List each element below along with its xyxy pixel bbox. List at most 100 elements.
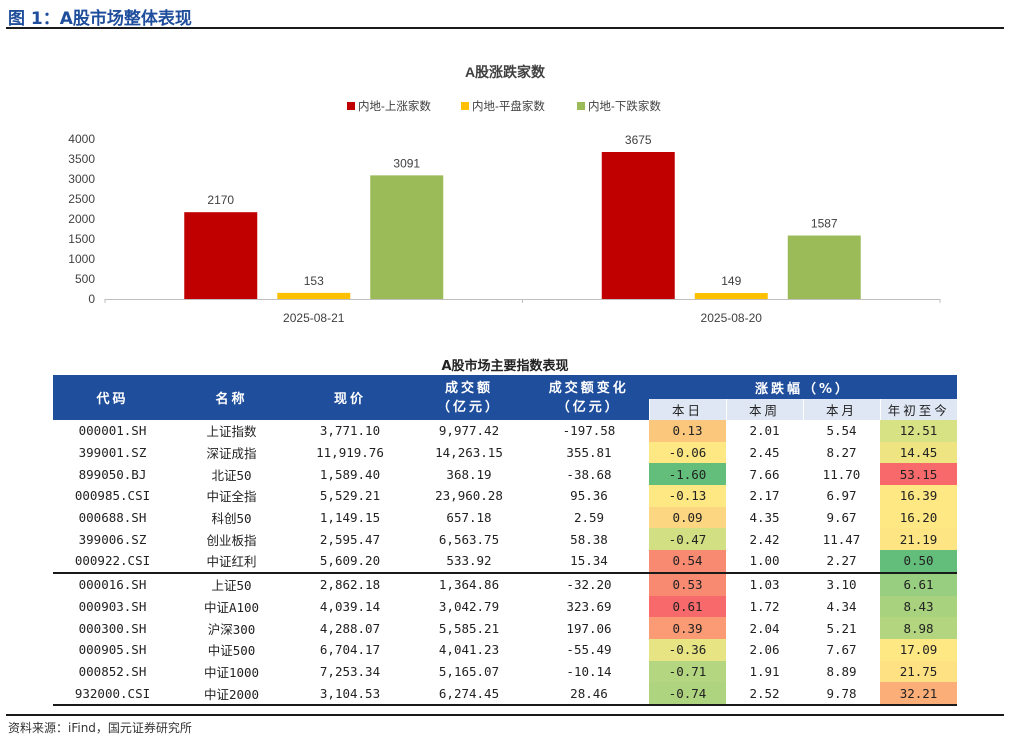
cell-turnover: 657.18 [446, 510, 492, 526]
cell-week: 1.91 [749, 663, 780, 679]
cell-name: 中证1000 [203, 664, 260, 680]
cell-name: 深证成指 [206, 446, 257, 462]
cell-week: 1.03 [726, 571, 803, 596]
cell-turnover: 4,041.23 [438, 642, 500, 658]
cell-day: -1.60 [649, 463, 726, 486]
index-table: 代码 名称 现价 成交额 （亿元） 成交额变化 （亿元） 涨跌幅（%） 本日 本… [53, 375, 958, 706]
cell-turnover: 3,042.79 [438, 598, 500, 614]
figure-title: 图 1：A股市场整体表现 [8, 9, 192, 29]
cell-price: 5,529.21 [319, 488, 381, 504]
cell-code: 932000.CSI [53, 682, 172, 706]
cell-week: 2.04 [749, 620, 780, 636]
cell-turnover: 23,960.28 [435, 488, 503, 504]
cell-code: 000852.SH [78, 663, 147, 679]
cell-name: 中证2000 [172, 682, 291, 706]
table-row: 000922.CSI 中证红利 5,609.20 533.92 15.34 0.54 1.0… [53, 550, 958, 573]
cell-ytd: 17.09 [880, 638, 958, 661]
cell-price: 5,609.20 [319, 553, 381, 569]
cell-day: -0.74 [649, 682, 726, 706]
y-tick-label: 3000 [68, 172, 95, 186]
table-row: 000903.SH 中证A100 4,039.14 3,042.79 323.69 0.6… [53, 595, 958, 618]
cell-name: 中证500 [207, 643, 256, 659]
bar [184, 212, 258, 299]
header-day: 本日 [648, 399, 726, 420]
header-week: 本周 [725, 399, 803, 420]
cell-month: 9.78 [803, 682, 880, 706]
bar [601, 152, 675, 299]
table-row: 899050.BJ 北证50 1,589.40 368.19 -38.68 -1.60 7.… [53, 463, 958, 486]
legend-label: 内地-上涨家数 [358, 99, 431, 113]
cell-price: 2,595.47 [319, 531, 381, 547]
data-label: 2170 [207, 193, 234, 207]
table-row: 000300.SH 沪深300 4,288.07 5,585.21 197.06 0.39… [53, 617, 958, 639]
cell-day: -0.47 [649, 528, 726, 551]
cell-turnover: 6,274.45 [409, 682, 529, 706]
header-turnover: 成交额 （亿元） [409, 375, 529, 420]
cell-day: 0.39 [649, 617, 726, 639]
table-title: A股市场主要指数表现 [441, 359, 569, 374]
cell-price: 1,589.40 [319, 466, 381, 482]
data-label: 3675 [625, 133, 652, 147]
table-row: 399001.SZ 深证成指 11,919.76 14,263.15 355.81 -0.… [53, 441, 958, 464]
cell-month: 4.34 [826, 598, 857, 614]
cell-turnover: 533.92 [446, 553, 492, 569]
cell-month: 8.27 [826, 445, 857, 461]
table-row: 000016.SH 上证50 2,862.18 1,364.86 -32.20 0.53 1… [53, 571, 958, 596]
cell-code: 000016.SH [53, 571, 172, 596]
cell-ytd: 6.61 [880, 571, 958, 596]
header-turnover-change: 成交额变化 （亿元） [529, 375, 649, 420]
x-tick-label: 2025-08-20 [701, 311, 763, 325]
source-note: 资料来源：iFind，国元证券研究所 [8, 721, 192, 735]
cell-name: 中证A100 [203, 599, 260, 615]
cell-turnover: 368.19 [446, 466, 492, 482]
cell-month: 3.10 [803, 571, 880, 596]
cell-day: 0.53 [649, 571, 726, 596]
table-row: 932000.CSI 中证2000 3,104.53 6,274.45 28.46 -0.… [53, 682, 958, 706]
chart-title: A股涨跌家数 [465, 64, 546, 80]
cell-turnover: 5,165.07 [438, 663, 500, 679]
bar [370, 175, 444, 299]
cell-turnover-change: -197.58 [562, 423, 616, 439]
cell-turnover: 5,585.21 [438, 620, 500, 636]
table-row: 399006.SZ 创业板指 2,595.47 6,563.75 58.38 -0.47 2… [53, 528, 958, 551]
cell-week: 4.35 [749, 510, 780, 526]
header-name: 名称 [172, 375, 291, 420]
legend-label: 内地-平盘家数 [472, 99, 545, 113]
cell-month: 7.67 [826, 642, 857, 658]
cell-ytd: 16.20 [880, 506, 958, 529]
cell-price: 7,253.34 [319, 663, 381, 679]
legend-swatch [461, 102, 469, 110]
cell-price: 4,039.14 [319, 598, 381, 614]
cell-week: 2.01 [749, 423, 780, 439]
header-change-group: 涨跌幅（%） [649, 375, 958, 399]
cell-week: 2.52 [726, 682, 803, 706]
cell-turnover-change: 95.36 [570, 488, 608, 504]
title-rule [6, 27, 1004, 29]
cell-code: 000300.SH [78, 620, 147, 636]
cell-turnover-change: 2.59 [573, 510, 605, 526]
cell-code: 399006.SZ [78, 531, 147, 547]
x-tick-label: 2025-08-21 [283, 311, 345, 325]
cell-ytd: 21.19 [880, 528, 958, 551]
data-label: 153 [304, 274, 324, 288]
cell-code: 000688.SH [78, 510, 147, 526]
cell-day: -0.36 [649, 638, 726, 661]
y-tick-label: 4000 [68, 132, 95, 146]
cell-price: 2,862.18 [291, 571, 409, 596]
cell-code: 000903.SH [78, 598, 147, 614]
footer-rule [6, 714, 1004, 716]
cell-week: 1.72 [749, 598, 780, 614]
legend-swatch [577, 102, 585, 110]
data-label: 149 [721, 274, 741, 288]
cell-turnover-change: 323.69 [566, 598, 612, 614]
cell-turnover-change: -55.49 [566, 642, 612, 658]
table-row: 000985.CSI 中证全指 5,529.21 23,960.28 95.36 -0.1… [53, 485, 958, 507]
cell-month: 11.70 [822, 466, 861, 482]
cell-code: 899050.BJ [78, 466, 147, 482]
cell-turnover: 1,364.86 [409, 571, 529, 596]
cell-week: 2.17 [749, 488, 780, 504]
y-tick-label: 2000 [68, 212, 95, 226]
cell-code: 000905.SH [78, 642, 147, 658]
header-ytd: 年初至今 [879, 399, 958, 420]
